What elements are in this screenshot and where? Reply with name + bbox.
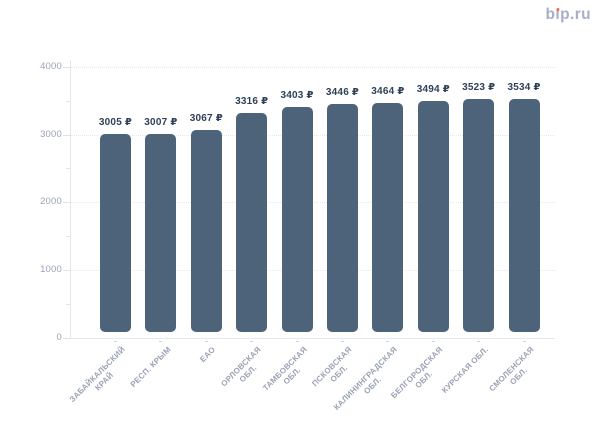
bar-value-label: 3316 ₽ [235, 96, 269, 108]
y-axis-tick [63, 134, 70, 136]
bar[interactable] [463, 99, 495, 333]
x-axis-label-text: ЕАО [198, 345, 218, 364]
y-axis-tick [63, 269, 70, 271]
bar-value-label: 3464 ₽ [371, 86, 405, 98]
bar-value-label: 3067 ₽ [189, 113, 223, 125]
x-axis-tick [522, 341, 526, 342]
x-axis-tick [477, 341, 481, 342]
y-axis-minor-tick [66, 100, 70, 102]
x-axis-label-text: ЗАБАЙКАЛЬСКИЙ КРАЙ [67, 345, 127, 405]
x-axis-label-text: РЕСП. КРЫМ [128, 345, 173, 390]
bar[interactable] [190, 130, 222, 333]
x-axis-label-text: СМОЛЕНСКАЯ ОБЛ. [487, 345, 536, 394]
y-axis-minor-tick [66, 303, 70, 305]
bar[interactable] [372, 103, 404, 333]
x-axis-tick [431, 341, 435, 342]
y-gridline [71, 67, 555, 68]
x-axis-tick [341, 341, 344, 342]
bar[interactable] [281, 107, 313, 333]
bar[interactable] [417, 101, 449, 333]
y-axis-label: 4000 [40, 61, 62, 72]
y-gridline [71, 269, 555, 271]
bar-value-label: 3005 ₽ [98, 117, 133, 129]
y-axis-tick [63, 202, 70, 204]
x-axis-line [70, 337, 555, 339]
logo-i-with-orange-dot: ı [555, 6, 561, 23]
bar-value-label: 3007 ₽ [144, 117, 178, 129]
site-logo[interactable]: bıp.ru [546, 6, 591, 24]
x-axis-tick [159, 341, 163, 342]
logo-text-b: b [545, 6, 556, 23]
y-gridline [71, 134, 555, 136]
y-axis-minor-tick [66, 236, 70, 238]
y-gridline [71, 202, 555, 204]
y-axis-line [70, 60, 71, 338]
bar[interactable] [145, 134, 177, 333]
x-axis-tick [204, 341, 208, 342]
x-axis-label-text: КУРСКАЯ ОБЛ. [440, 345, 491, 395]
x-axis-tick [295, 341, 299, 342]
y-axis-label: 2000 [40, 196, 62, 208]
bar[interactable] [327, 104, 358, 333]
x-axis-tick [250, 341, 254, 342]
x-axis-tick [114, 341, 117, 342]
y-axis-label: 3000 [40, 128, 62, 140]
x-axis-tick [386, 341, 390, 342]
y-axis-tick [63, 67, 70, 68]
bar-value-label: 3494 ₽ [416, 84, 450, 96]
logo-text-rest: p.ru [560, 6, 591, 23]
y-axis-label: 1000 [40, 263, 62, 275]
bar[interactable] [236, 113, 268, 333]
y-axis-label: 0 [56, 331, 62, 343]
bar-value-label: 3403 ₽ [280, 90, 314, 102]
bar-value-label: 3446 ₽ [325, 87, 360, 99]
bar[interactable] [100, 134, 131, 333]
bar-value-label: 3534 ₽ [507, 81, 541, 93]
y-axis-tick [63, 337, 70, 339]
bar-value-label: 3523 ₽ [462, 82, 496, 94]
y-axis-minor-tick [66, 168, 70, 170]
x-axis-label-text: ТАМБОВСКАЯ ОБЛ. [260, 345, 309, 393]
bar[interactable] [508, 98, 540, 333]
